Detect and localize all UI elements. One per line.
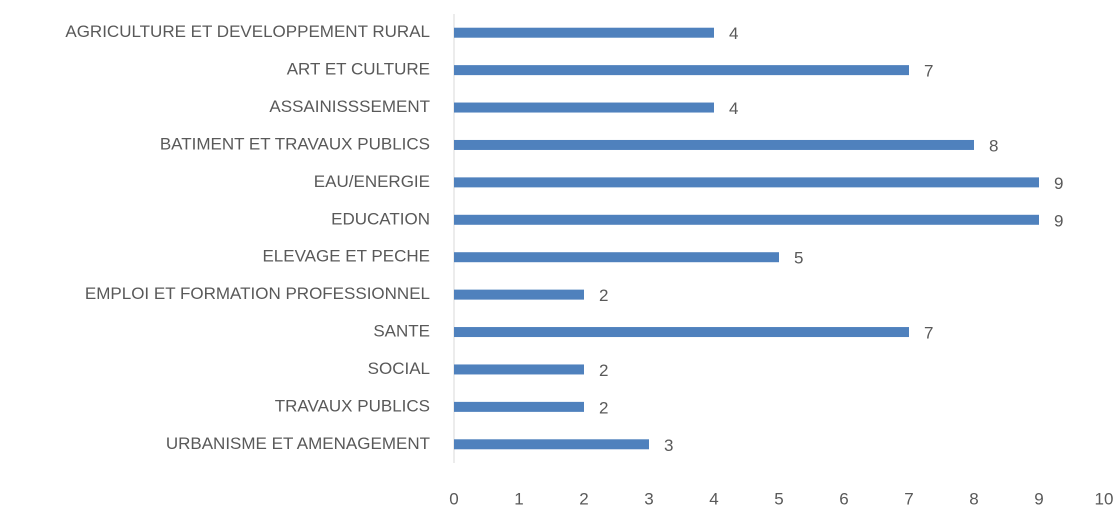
x-tick-label: 5 xyxy=(774,489,783,508)
bar xyxy=(454,27,714,38)
data-label: 8 xyxy=(989,136,998,155)
x-tick-label: 6 xyxy=(839,489,848,508)
y-tick-label: AGRICULTURE ET DEVELOPPEMENT RURAL xyxy=(65,22,430,41)
data-label: 9 xyxy=(1054,174,1063,193)
x-tick-label: 4 xyxy=(709,489,718,508)
y-tick-label: ASSAINISSSEMENT xyxy=(269,97,430,116)
x-tick-label: 10 xyxy=(1095,489,1114,508)
data-label: 5 xyxy=(794,249,803,268)
y-tick-label: TRAVAUX PUBLICS xyxy=(275,396,430,415)
data-label: 4 xyxy=(729,99,738,118)
bar xyxy=(454,289,584,300)
bar xyxy=(454,139,974,150)
x-tick-label: 8 xyxy=(969,489,978,508)
y-tick-label: SANTE xyxy=(373,322,430,341)
y-tick-label: URBANISME ET AMENAGEMENT xyxy=(166,434,430,453)
y-tick-label: EAU/ENERGIE xyxy=(314,172,430,191)
data-label: 7 xyxy=(924,62,933,81)
bar xyxy=(454,439,649,450)
y-tick-label: ART ET CULTURE xyxy=(287,60,430,79)
x-tick-label: 2 xyxy=(579,489,588,508)
data-label: 4 xyxy=(729,24,738,43)
y-tick-label: EMPLOI ET FORMATION PROFESSIONNEL xyxy=(85,284,430,303)
bar xyxy=(454,177,1039,188)
x-tick-label: 0 xyxy=(449,489,458,508)
x-tick-label: 3 xyxy=(644,489,653,508)
y-tick-label: SOCIAL xyxy=(368,359,430,378)
data-label: 9 xyxy=(1054,211,1063,230)
bar xyxy=(454,401,584,412)
data-label: 3 xyxy=(664,436,673,455)
bar xyxy=(454,65,909,76)
x-tick-label: 7 xyxy=(904,489,913,508)
data-label: 7 xyxy=(924,324,933,343)
y-tick-label: BATIMENT ET TRAVAUX PUBLICS xyxy=(160,134,430,153)
x-tick-label: 1 xyxy=(514,489,523,508)
bar xyxy=(454,252,779,263)
bar xyxy=(454,327,909,338)
data-label: 2 xyxy=(599,361,608,380)
x-tick-label: 9 xyxy=(1034,489,1043,508)
bar xyxy=(454,102,714,113)
data-label: 2 xyxy=(599,398,608,417)
bar xyxy=(454,364,584,375)
y-tick-label: EDUCATION xyxy=(331,209,430,228)
bar xyxy=(454,214,1039,225)
y-tick-label: ELEVAGE ET PECHE xyxy=(262,247,430,266)
data-label: 2 xyxy=(599,286,608,305)
